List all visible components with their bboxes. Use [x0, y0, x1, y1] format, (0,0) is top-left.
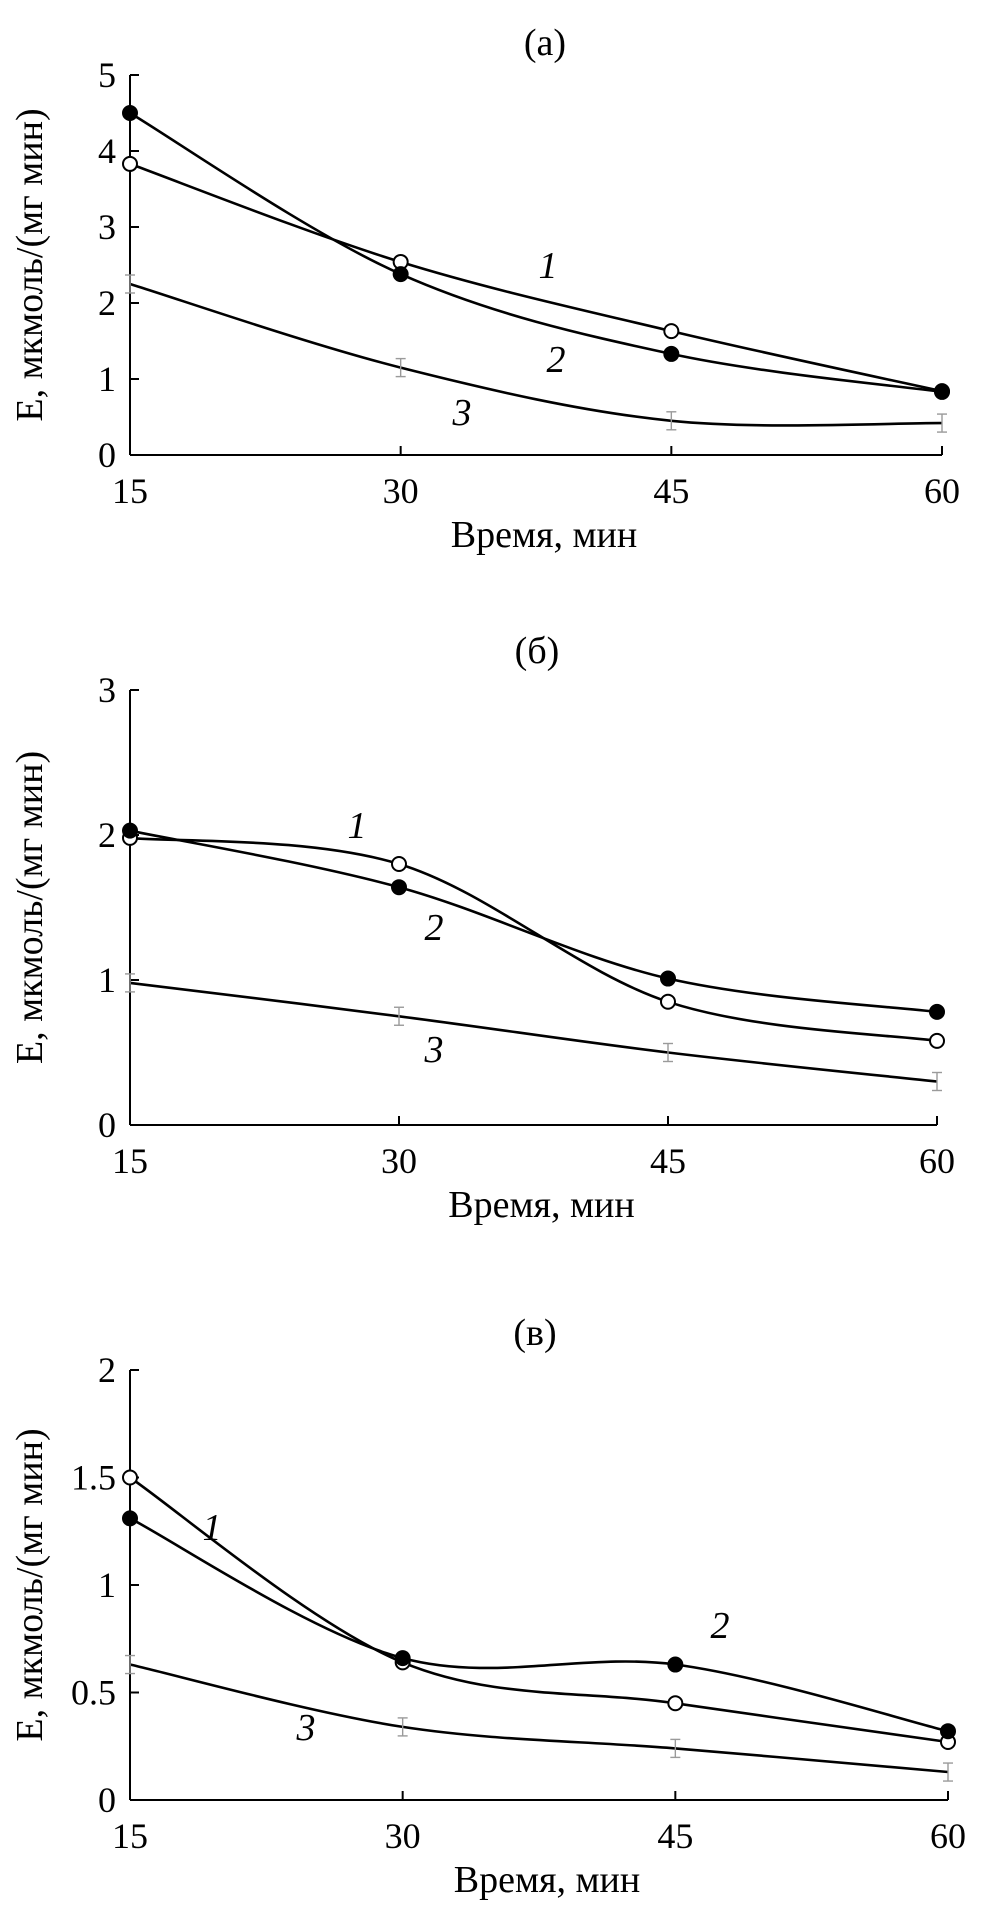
- chart-panel-b: (б) 0 1 2 3 15 30 45 60 Время, мин E, мкмоль/(мг м…: [9, 630, 955, 1226]
- x-tick-label: 15: [112, 1816, 148, 1856]
- y-tick-label: 3: [98, 207, 116, 247]
- y-tick-label: 0: [98, 1105, 116, 1145]
- open-marker: [391, 856, 407, 872]
- curve-label-3: 3: [424, 1029, 444, 1071]
- series-line-2: [129, 1517, 949, 1733]
- y-tick-label: 1: [98, 359, 116, 399]
- panel-title: (а): [524, 22, 566, 64]
- x-tick-label: 60: [919, 1141, 955, 1181]
- x-axis-title: Время, мин: [451, 514, 637, 556]
- x-axis-title: Время, мин: [448, 1184, 634, 1226]
- series-line-2: [129, 829, 938, 1014]
- y-tick-label: 1.5: [71, 1458, 116, 1498]
- series-line-1: [129, 836, 938, 1043]
- filled-marker: [394, 1650, 411, 1667]
- curve-label-1: 1: [203, 1507, 222, 1549]
- y-tick-label: 0.5: [71, 1673, 116, 1713]
- x-tick-label: 30: [385, 1816, 421, 1856]
- filled-marker: [660, 970, 676, 987]
- series-line-3: [129, 282, 943, 427]
- curve-label-3: 3: [296, 1707, 316, 1749]
- y-tick-label: 2: [98, 1350, 116, 1390]
- x-tick-label: 45: [657, 1816, 693, 1856]
- series-line-3: [129, 1663, 949, 1774]
- chart-panel-v: (в) 0 0.5 1 1.5 2 15 30 45 60 Время, мин E, мкмоль/…: [9, 1312, 966, 1901]
- y-tick-label: 2: [98, 815, 116, 855]
- curve-label-2: 2: [547, 339, 566, 381]
- series-line-1: [129, 162, 943, 393]
- y-tick-label: 2: [98, 283, 116, 323]
- open-marker: [660, 993, 676, 1010]
- open-marker: [122, 1469, 138, 1486]
- filled-marker: [392, 266, 409, 283]
- x-tick-label: 30: [383, 471, 419, 511]
- x-tick-label: 45: [650, 1141, 686, 1181]
- filled-marker: [122, 1510, 138, 1527]
- series-line-3: [129, 981, 938, 1083]
- y-tick-label: 3: [98, 670, 116, 710]
- y-tick-label: 1: [98, 1565, 116, 1605]
- filled-marker: [122, 822, 138, 839]
- open-marker: [929, 1032, 945, 1049]
- y-axis-title: E, мкмоль/(мг мин): [9, 1428, 51, 1741]
- filled-marker: [929, 1003, 945, 1020]
- x-tick-label: 15: [112, 471, 148, 511]
- x-tick-label: 60: [924, 471, 960, 511]
- series-line-1: [129, 1476, 949, 1744]
- curve-label-2: 2: [425, 907, 444, 949]
- filled-marker: [663, 345, 680, 362]
- y-tick-label: 0: [98, 435, 116, 475]
- x-tick-label: 45: [653, 471, 689, 511]
- y-tick-label: 5: [98, 55, 116, 95]
- y-tick-label: 4: [98, 131, 116, 171]
- y-axis-title: E, мкмоль/(мг мин): [9, 751, 51, 1064]
- filled-marker: [667, 1656, 684, 1673]
- x-tick-label: 15: [112, 1141, 148, 1181]
- filled-marker: [122, 105, 138, 121]
- filled-marker: [940, 1723, 956, 1740]
- panel-title: (б): [515, 630, 560, 672]
- open-marker: [663, 323, 680, 340]
- x-axis-title: Время, мин: [454, 1859, 640, 1901]
- curve-label-1: 1: [348, 805, 367, 847]
- curve-label-3: 3: [452, 392, 472, 434]
- x-tick-label: 30: [381, 1141, 417, 1181]
- series-line-2: [129, 111, 943, 394]
- open-marker: [667, 1695, 684, 1712]
- y-tick-label: 1: [98, 960, 116, 1000]
- filled-marker: [391, 879, 407, 896]
- open-marker: [122, 155, 138, 172]
- y-tick-label: 0: [98, 1780, 116, 1820]
- y-axis-title: E, мкмоль/(мг мин): [9, 108, 51, 421]
- curve-label-2: 2: [711, 1605, 730, 1647]
- panel-title: (в): [513, 1312, 556, 1354]
- curve-label-1: 1: [539, 245, 558, 287]
- filled-marker: [934, 383, 950, 400]
- x-tick-label: 60: [930, 1816, 966, 1856]
